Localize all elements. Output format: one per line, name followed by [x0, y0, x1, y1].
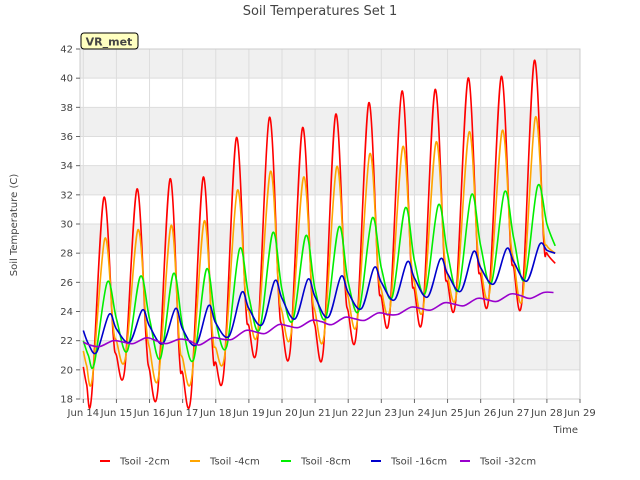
x-tick-label: Jun 18 — [199, 408, 232, 419]
series-line-3 — [82, 242, 556, 355]
y-tick-label: 42 — [60, 45, 73, 56]
y-tick-label: 26 — [60, 278, 73, 289]
y-tick-label: 38 — [60, 103, 73, 114]
x-tick-label: Jun 25 — [431, 408, 464, 419]
x-tick-label: Jun 20 — [265, 408, 298, 419]
x-tick-label: Jun 27 — [497, 408, 530, 419]
y-tick-label: 40 — [60, 74, 73, 85]
legend: Tsoil -2cm Tsoil -4cm Tsoil -8cm Tsoil -16c… — [100, 457, 536, 468]
chart-title: Soil Temperatures Set 1 — [243, 4, 398, 19]
x-tick-label: Jun 26 — [464, 408, 497, 419]
x-tick-label: Jun 19 — [232, 408, 265, 419]
y-tick-label: 24 — [60, 307, 73, 318]
legend-label-0: Tsoil -2cm — [119, 457, 170, 468]
y-tick-label: 18 — [60, 395, 73, 406]
background-band — [80, 49, 580, 79]
x-tick-label: Jun 22 — [331, 408, 364, 419]
y-tick-label: 32 — [60, 190, 73, 201]
series-line-2 — [82, 183, 556, 370]
legend-label-1: Tsoil -4cm — [209, 457, 260, 468]
x-tick-label: Jun 14 — [67, 408, 100, 419]
series-line-4 — [82, 291, 554, 348]
x-axis-ticks: Jun 14 Jun 15 Jun 16 Jun 17 Jun 18 Jun 19 Jun … — [67, 399, 596, 419]
x-tick-label: Jun 15 — [100, 408, 133, 419]
legend-label-4: Tsoil -32cm — [479, 457, 536, 468]
y-axis-ticks: 18 20 22 24 26 28 30 32 34 36 38 40 42 — [60, 45, 80, 406]
x-tick-label: Jun 21 — [298, 408, 331, 419]
legend-label-3: Tsoil -16cm — [390, 457, 447, 468]
y-tick-label: 30 — [60, 220, 73, 231]
y-axis-label: Soil Temperature (C) — [9, 174, 20, 277]
station-badge-label: VR_met — [86, 36, 133, 49]
station-badge: VR_met — [80, 32, 139, 50]
x-tick-label: Jun 24 — [398, 408, 431, 419]
x-axis-label: Time — [553, 425, 578, 436]
x-tick-label: Jun 16 — [133, 408, 166, 419]
x-tick-label: Jun 28 — [530, 408, 563, 419]
x-tick-label: Jun 17 — [166, 408, 199, 419]
y-tick-label: 20 — [60, 365, 73, 376]
y-tick-label: 34 — [60, 161, 73, 172]
y-tick-label: 36 — [60, 132, 73, 143]
plot-background-bands — [80, 49, 580, 370]
y-tick-label: 22 — [60, 336, 73, 347]
x-tick-label: Jun 23 — [365, 408, 398, 419]
station-badge-box — [80, 32, 139, 50]
legend-label-2: Tsoil -8cm — [300, 457, 351, 468]
x-tick-label: Jun 29 — [563, 408, 596, 419]
series-lines — [82, 59, 556, 409]
y-tick-label: 28 — [60, 249, 73, 260]
